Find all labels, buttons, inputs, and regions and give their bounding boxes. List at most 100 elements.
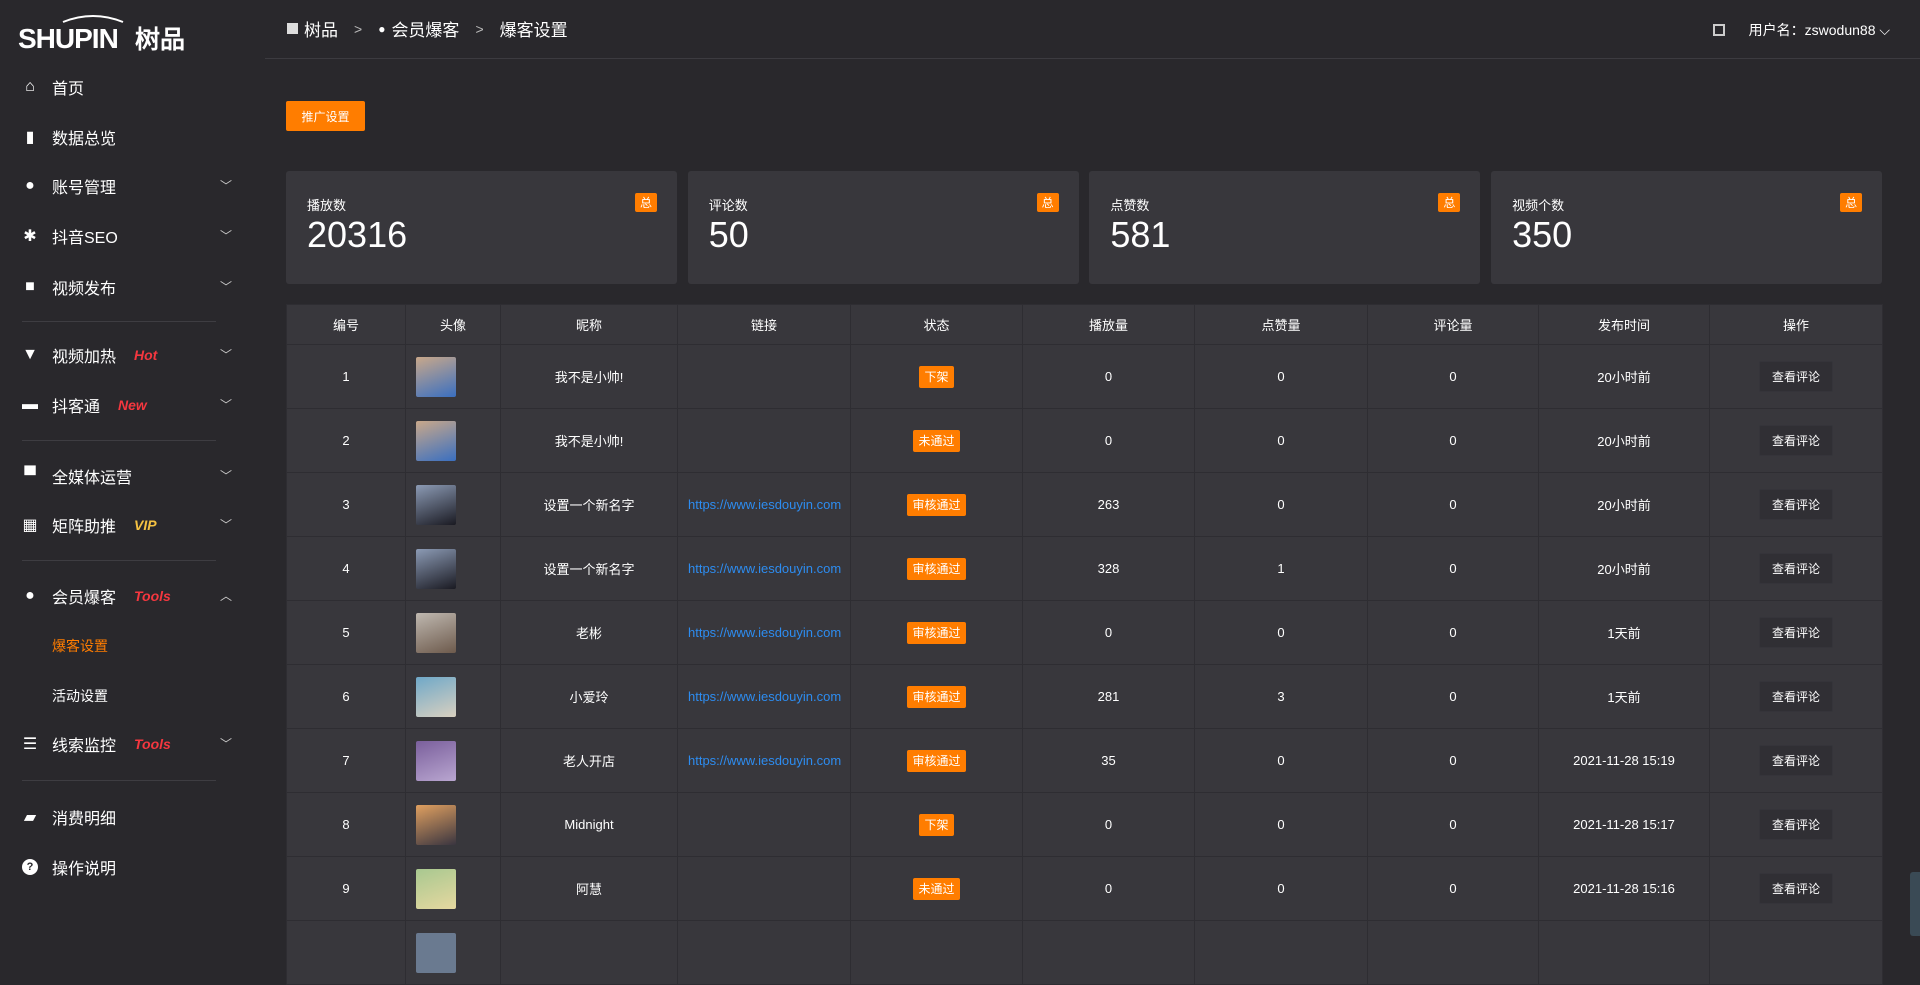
user-menu[interactable]: 用户名：zswodun88 ⌵ xyxy=(1749,20,1890,40)
stat-card: 视频个数 350 总 xyxy=(1491,171,1883,284)
sidebar: SHUPIN 树品 ⌂ 首页 ▮ 数据总览 ● 账号管理 ﹀ ✱ 抖音SEO ﹀ ■ 视频发布 ﹀ ▼ 视频… xyxy=(0,0,265,936)
floating-widget[interactable] xyxy=(1910,872,1920,936)
comments: 0 xyxy=(1367,344,1539,409)
sidebar-item[interactable]: ▰ 消费明细 xyxy=(22,802,232,832)
logo[interactable]: SHUPIN 树品 xyxy=(18,12,188,52)
likes: 0 xyxy=(1194,472,1368,537)
view-comments-button[interactable]: 查看评论 xyxy=(1758,681,1833,712)
stat-value: 50 xyxy=(708,214,749,255)
video-link[interactable]: https://www.iesdouyin.com xyxy=(677,664,851,729)
data-table: 编号 头像 昵称 链接 状态 播放量 点赞量 评论量 发布时间 操作 1 我不是小帅! 下架 0 … xyxy=(286,304,1883,985)
sidebar-subitem-activity-settings[interactable]: 活动设置 xyxy=(52,688,108,704)
sidebar-item[interactable]: ● 会员爆客 Tools ︿ xyxy=(22,581,232,611)
status-badge: 审核通过 xyxy=(907,494,966,516)
view-comments-button[interactable]: 查看评论 xyxy=(1758,809,1833,840)
sidebar-item-label: 数据总览 xyxy=(52,131,117,148)
plays: 281 xyxy=(1022,664,1195,729)
avatar xyxy=(416,804,456,845)
user-icon: ● xyxy=(25,177,35,194)
chevron-down-icon: ﹀ xyxy=(219,179,232,193)
video-link[interactable] xyxy=(677,408,851,473)
home-icon: ⌂ xyxy=(25,78,35,95)
publish-time: 2021-11-28 15:19 xyxy=(1538,728,1710,793)
total-badge: 总 xyxy=(634,193,657,212)
view-comments-button[interactable]: 查看评论 xyxy=(1758,873,1833,904)
divider xyxy=(22,560,216,561)
status-badge: 审核通过 xyxy=(907,750,966,772)
bar-chart-icon: ▮ xyxy=(25,129,35,146)
sidebar-item[interactable]: ☰ 线索监控 Tools ﹀ xyxy=(22,729,232,759)
plays: 0 xyxy=(1022,600,1195,665)
view-comments-button[interactable]: 查看评论 xyxy=(1758,489,1833,520)
sidebar-item-label: 视频发布 xyxy=(52,281,117,298)
breadcrumb-member[interactable]: 会员爆客 xyxy=(391,21,460,40)
avatar xyxy=(416,612,456,653)
video-link[interactable]: https://www.iesdouyin.com xyxy=(677,536,851,601)
status-badge: 下架 xyxy=(919,814,954,836)
view-comments-button[interactable]: 查看评论 xyxy=(1758,361,1833,392)
chevron-right-icon: > xyxy=(475,20,484,37)
sidebar-item-label: 抖音SEO xyxy=(52,230,118,247)
sidebar-subitem-baoke-settings[interactable]: 爆客设置 xyxy=(52,638,108,654)
comments: 0 xyxy=(1367,792,1539,857)
sidebar-item[interactable]: ⌂ 首页 xyxy=(22,72,232,102)
nickname: 设置一个新名字 xyxy=(500,472,678,537)
sidebar-item-label: 操作说明 xyxy=(52,861,117,878)
publish-time: 20小时前 xyxy=(1538,408,1710,473)
comments: 0 xyxy=(1367,536,1539,601)
sidebar-badge: Tools xyxy=(134,588,171,604)
view-comments-button[interactable]: 查看评论 xyxy=(1758,553,1833,584)
table-row: 3 设置一个新名字 https://www.iesdouyin.com 审核通过… xyxy=(286,472,1883,537)
divider xyxy=(22,780,216,781)
divider xyxy=(22,440,216,441)
stat-label: 点赞数 xyxy=(1110,198,1150,213)
comments: 0 xyxy=(1367,728,1539,793)
svg-text:树品: 树品 xyxy=(135,25,185,52)
sidebar-item[interactable]: ▼ 视频加热 Hot ﹀ xyxy=(22,340,232,370)
view-comments-button[interactable]: 查看评论 xyxy=(1758,745,1833,776)
sidebar-badge: Tools xyxy=(134,736,171,752)
video-link[interactable] xyxy=(677,792,851,857)
column-header: 操作 xyxy=(1709,304,1883,345)
video-link[interactable]: https://www.iesdouyin.com xyxy=(677,472,851,537)
row-id: 1 xyxy=(286,344,406,409)
user-icon: ● xyxy=(378,21,386,36)
video-link[interactable]: https://www.iesdouyin.com xyxy=(677,600,851,665)
sidebar-item[interactable]: ■ 视频发布 ﹀ xyxy=(22,272,232,302)
view-comments-button[interactable]: 查看评论 xyxy=(1758,617,1833,648)
status-badge: 未通过 xyxy=(913,430,960,452)
likes: 0 xyxy=(1194,728,1368,793)
nickname: 小爱玲 xyxy=(500,664,678,729)
sidebar-item[interactable]: ▦ 矩阵助推 VIP ﹀ xyxy=(22,510,232,540)
likes: 0 xyxy=(1194,408,1368,473)
plays: 263 xyxy=(1022,472,1195,537)
sidebar-item[interactable]: ● 账号管理 ﹀ xyxy=(22,171,232,201)
table-row: 1 我不是小帅! 下架 0 0 0 20小时前 查看评论 xyxy=(286,344,1883,409)
nickname: 老彬 xyxy=(500,600,678,665)
sidebar-item[interactable]: ▬ 抖客通 New ﹀ xyxy=(22,390,232,420)
avatar xyxy=(416,356,456,397)
sidebar-item-label: 首页 xyxy=(52,81,85,98)
sidebar-item[interactable]: ▀ 全媒体运营 ﹀ xyxy=(22,461,232,491)
view-comments-button[interactable]: 查看评论 xyxy=(1758,425,1833,456)
svg-text:SHUPIN: SHUPIN xyxy=(18,23,118,52)
grid-icon: ▦ xyxy=(22,517,38,534)
chevron-down-icon: ﹀ xyxy=(219,280,232,294)
breadcrumb-home[interactable]: 树品 xyxy=(304,21,338,40)
fullscreen-icon[interactable] xyxy=(1712,24,1725,36)
row-id: 6 xyxy=(286,664,406,729)
total-badge: 总 xyxy=(1036,193,1059,212)
video-link[interactable] xyxy=(677,856,851,921)
sidebar-item[interactable]: ✱ 抖音SEO ﹀ xyxy=(22,221,232,251)
promo-settings-button[interactable]: 推广设置 xyxy=(286,101,365,131)
total-badge: 总 xyxy=(1438,193,1461,212)
video-link[interactable]: https://www.iesdouyin.com xyxy=(677,728,851,793)
nickname: 设置一个新名字 xyxy=(500,536,678,601)
sidebar-item[interactable]: ▮ 数据总览 xyxy=(22,122,232,152)
chevron-down-icon: ﹀ xyxy=(219,348,232,362)
video-link[interactable] xyxy=(677,344,851,409)
stat-label: 播放数 xyxy=(307,198,347,213)
sidebar-item[interactable]: ? 操作说明 xyxy=(22,852,232,882)
table-row: 6 小爱玲 https://www.iesdouyin.com 审核通过 281… xyxy=(286,664,1883,729)
table-row: 7 老人开店 https://www.iesdouyin.com 审核通过 35… xyxy=(286,728,1883,793)
